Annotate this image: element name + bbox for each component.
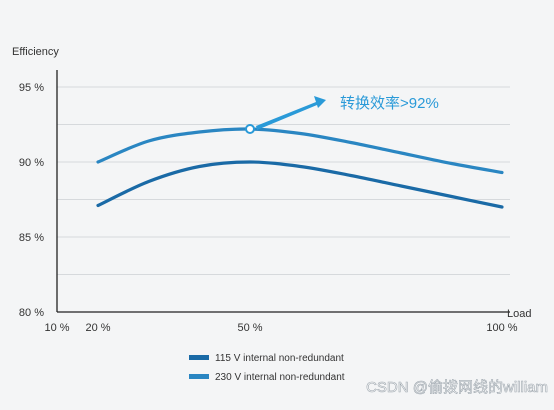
legend-item: 230 V internal non-redundant	[189, 372, 345, 383]
tick-labels: 80 % 85 % 90 % 95 % 10 % 20 % 50 % 100 %	[19, 82, 518, 334]
x-tick-label: 100 %	[486, 322, 517, 334]
x-tick-label: 20 %	[85, 322, 110, 334]
series-230v-line	[96, 127, 504, 175]
y-tick-label: 90 %	[19, 157, 44, 169]
legend-label-115v: 115 V internal non-redundant	[215, 353, 344, 364]
x-tick-label: 50 %	[237, 322, 262, 334]
axes	[56, 70, 510, 313]
series-lines	[96, 127, 504, 209]
x-tick-label: 10 %	[44, 322, 69, 334]
annotation-marker	[245, 124, 255, 134]
legend-item: 115 V internal non-redundant	[189, 353, 344, 364]
series-115v-line	[96, 160, 504, 209]
y-tick-label: 85 %	[19, 232, 44, 244]
annotation-arrow	[256, 96, 326, 130]
legend-swatch-115v	[189, 355, 209, 360]
legend-label-230v: 230 V internal non-redundant	[215, 372, 345, 383]
y-tick-label: 95 %	[19, 82, 44, 94]
y-axis-label: Efficiency	[12, 46, 59, 58]
annotation-group: 转换效率>92%	[245, 95, 439, 134]
y-tick-label: 80 %	[19, 307, 44, 319]
legend: 115 V internal non-redundant 230 V inter…	[189, 353, 345, 383]
x-axis-label: Load	[507, 308, 531, 320]
grid-lines	[57, 86, 510, 275]
watermark: CSDN @偷拨网线的william	[366, 379, 548, 396]
annotation-label: 转换效率>92%	[340, 95, 439, 112]
legend-swatch-230v	[189, 374, 209, 379]
